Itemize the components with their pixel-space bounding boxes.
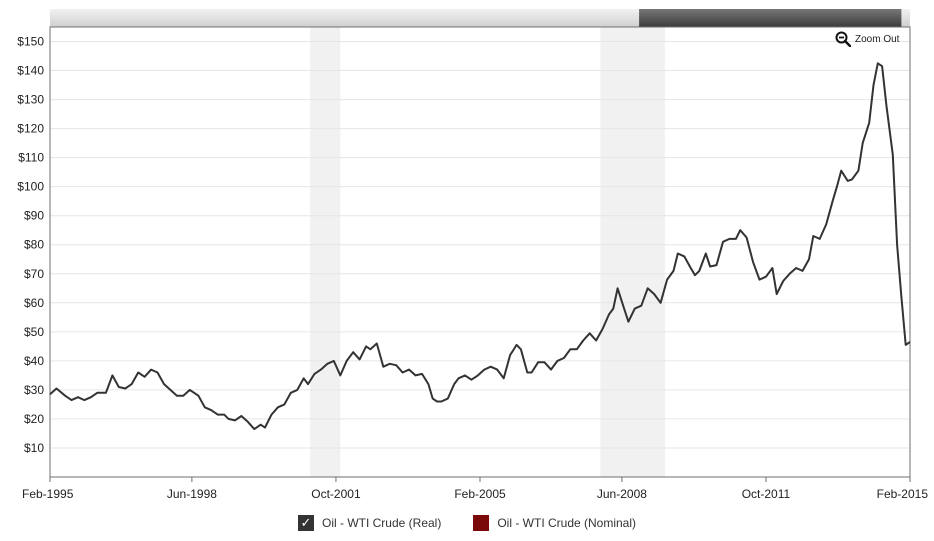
y-tick-label: $110 bbox=[18, 151, 44, 165]
range-navigator[interactable] bbox=[50, 9, 910, 27]
y-tick-label: $100 bbox=[17, 180, 44, 194]
x-tick-label: Feb-2005 bbox=[454, 487, 506, 501]
y-axis: $10 $20 $30 $40 $50 $60 $70 $80 $90 $100 $110 $120 $… bbox=[17, 35, 44, 455]
x-tick-label: Feb-2015 bbox=[877, 487, 929, 501]
y-tick-label: $60 bbox=[24, 296, 44, 310]
y-tick-label: $80 bbox=[24, 238, 44, 252]
zoom-out-button[interactable]: Zoom Out bbox=[835, 31, 899, 47]
y-tick-label: $30 bbox=[24, 383, 44, 397]
zoom-out-label: Zoom Out bbox=[855, 33, 900, 45]
y-tick-label: $10 bbox=[24, 441, 44, 455]
y-tick-label: $70 bbox=[24, 267, 44, 281]
legend-label-nominal: Oil - WTI Crude (Nominal) bbox=[497, 516, 637, 530]
y-tick-label: $120 bbox=[17, 122, 44, 136]
recession-band-0 bbox=[310, 27, 341, 477]
series-layer bbox=[49, 62, 911, 431]
x-axis: Feb-1995 Jun-1998 Oct-2001 Feb-2005 Jun-2008… bbox=[22, 477, 928, 501]
grid-lines bbox=[50, 41, 910, 449]
y-tick-label: $90 bbox=[24, 209, 44, 223]
y-tick-label: $50 bbox=[24, 325, 44, 339]
x-tick-label: Oct-2011 bbox=[742, 487, 791, 501]
plot-area bbox=[49, 26, 911, 478]
legend: ✓ Oil - WTI Crude (Real) Oil - WTI Crude… bbox=[0, 512, 934, 534]
series-line-0 bbox=[49, 62, 911, 431]
x-tick-label: Jun-1998 bbox=[167, 487, 217, 501]
y-tick-label: $140 bbox=[17, 64, 44, 78]
navigator-selected-range[interactable] bbox=[639, 9, 902, 27]
y-tick-label: $130 bbox=[17, 93, 44, 107]
recession-bands bbox=[310, 27, 665, 477]
recession-band-1 bbox=[600, 27, 665, 477]
legend-item-real[interactable]: ✓ Oil - WTI Crude (Real) bbox=[297, 512, 442, 534]
magnifier-minus-icon bbox=[835, 31, 851, 47]
chart-svg: $10 $20 $30 $40 $50 $60 $70 $80 $90 $100 $110 $120 $… bbox=[17, 9, 928, 501]
legend-item-nominal[interactable]: Oil - WTI Crude (Nominal) bbox=[473, 512, 636, 534]
x-tick-label: Jun-2008 bbox=[597, 487, 647, 501]
checkbox-unchecked-icon[interactable] bbox=[473, 515, 490, 531]
x-tick-label: Feb-1995 bbox=[22, 487, 74, 501]
legend-label-real: Oil - WTI Crude (Real) bbox=[321, 516, 442, 530]
checkbox-checked-icon[interactable]: ✓ bbox=[297, 515, 314, 531]
x-tick-label: Oct-2001 bbox=[311, 487, 361, 501]
y-tick-label: $150 bbox=[17, 35, 44, 49]
y-tick-label: $20 bbox=[24, 412, 44, 426]
y-tick-label: $40 bbox=[24, 354, 44, 368]
